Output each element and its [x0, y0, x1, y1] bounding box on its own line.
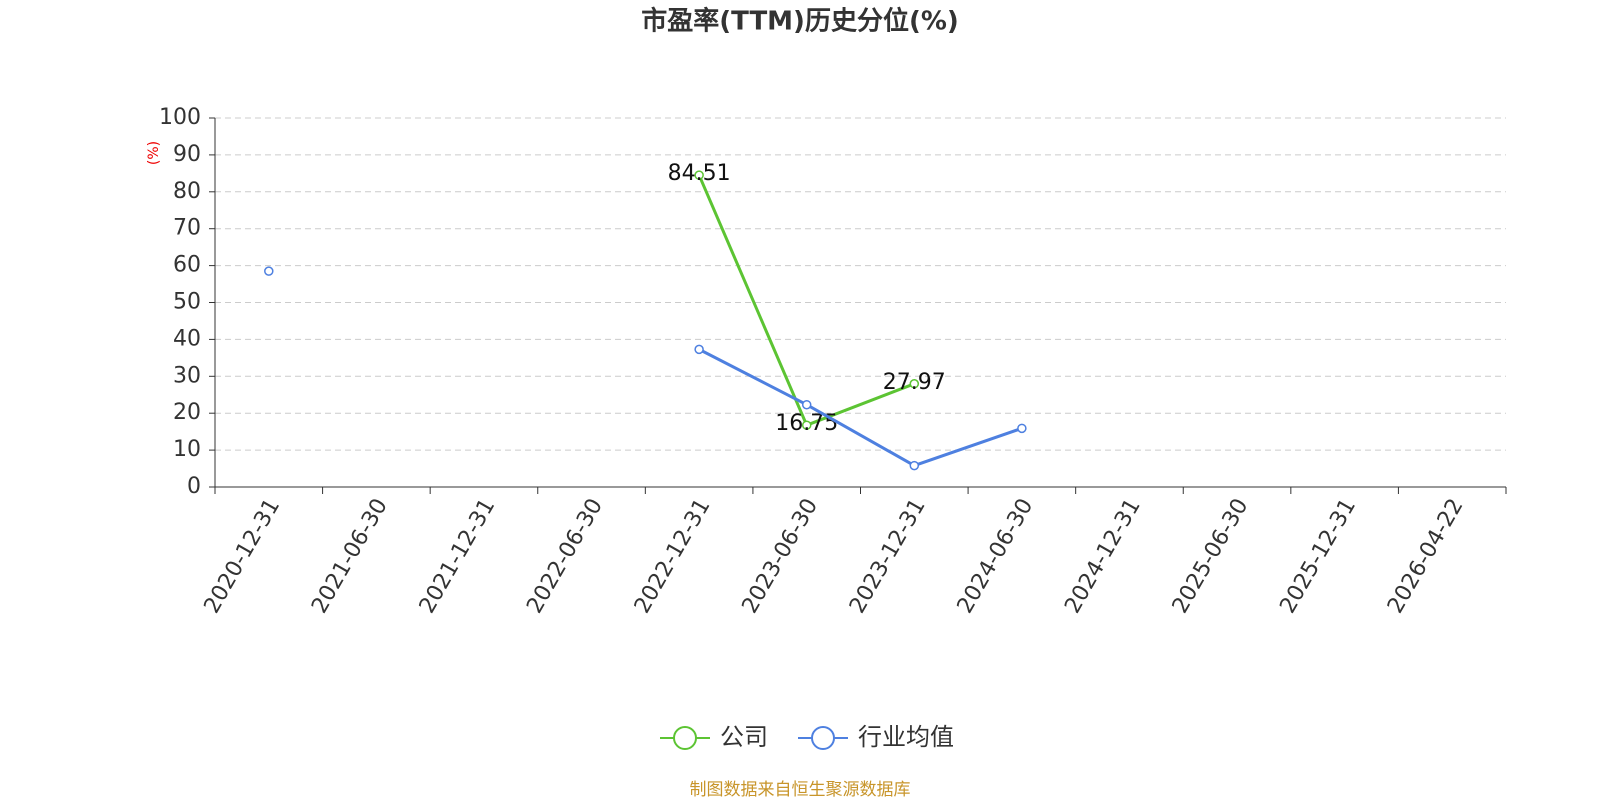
legend-icon [811, 726, 835, 750]
y-tick-label: 20 [173, 400, 201, 425]
legend-label[interactable]: 行业均值 [858, 723, 954, 751]
legend-label[interactable]: 公司 [720, 723, 768, 751]
x-tick-label: 2023-06-30 [738, 495, 824, 618]
data-label: 84.51 [668, 161, 731, 186]
y-tick-label: 40 [173, 326, 201, 351]
data-point [801, 399, 812, 410]
data-point [801, 420, 812, 430]
legend-icon [673, 726, 697, 750]
x-tick-label: 2024-12-31 [1060, 495, 1146, 618]
y-tick-label: 100 [159, 105, 201, 130]
y-tick-label: 90 [173, 142, 201, 167]
x-tick-label: 2024-06-30 [953, 495, 1039, 618]
x-tick-label: 2025-06-30 [1168, 495, 1254, 618]
data-label: 27.97 [883, 370, 946, 395]
x-tick-label: 2025-12-31 [1275, 495, 1361, 618]
data-label: 16.75 [775, 411, 838, 436]
y-tick-label: 50 [173, 290, 201, 315]
x-tick-label: 2021-06-30 [307, 495, 393, 618]
y-tick-label: 60 [173, 253, 201, 278]
y-tick-label: 30 [173, 363, 201, 388]
data-point [264, 266, 274, 276]
y-tick-label: 70 [173, 216, 201, 241]
x-tick-label: 2022-12-31 [630, 495, 716, 618]
x-tick-label: 2020-12-31 [200, 495, 286, 618]
x-tick-label: 2026-04-22 [1383, 495, 1469, 618]
data-point [694, 170, 704, 180]
y-tick-label: 80 [173, 179, 201, 204]
series-line [698, 348, 1023, 468]
data-point [694, 344, 704, 355]
y-tick-label: 0 [187, 474, 201, 499]
data-point [909, 379, 920, 389]
chart-title: 市盈率(TTM)历史分位(%) [641, 6, 959, 37]
source-note: 制图数据来自恒生聚源数据库 [690, 780, 911, 800]
x-tick-label: 2023-12-31 [845, 495, 931, 618]
x-tick-label: 2022-06-30 [522, 495, 608, 618]
data-point [909, 460, 920, 471]
data-point [1017, 423, 1027, 434]
y-axis-label: (%) [146, 141, 162, 165]
y-tick-label: 10 [173, 437, 201, 462]
x-tick-label: 2021-12-31 [415, 495, 501, 618]
